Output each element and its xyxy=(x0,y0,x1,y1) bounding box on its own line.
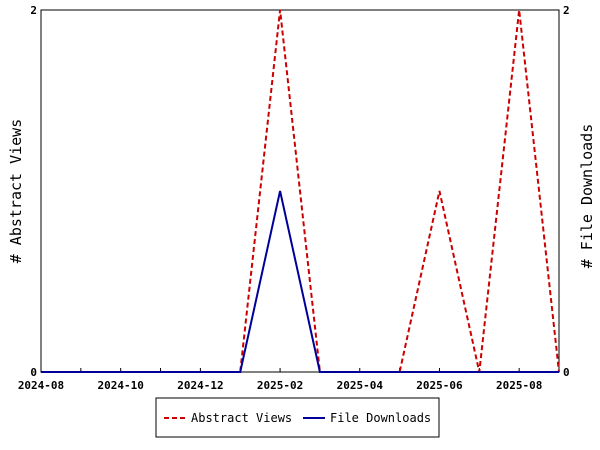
x-tick-label: 2024-10 xyxy=(98,379,144,392)
x-tick-label: 2025-04 xyxy=(337,379,384,392)
x-tick-label: 2025-06 xyxy=(416,379,463,392)
x-tick-label: 2025-08 xyxy=(496,379,542,392)
y-left-tick-label: 0 xyxy=(30,366,37,379)
series-lines xyxy=(41,9,560,373)
x-tick-label: 2024-08 xyxy=(18,379,64,392)
legend-label: File Downloads xyxy=(330,411,431,425)
y-axis-right-title: # File Downloads xyxy=(578,124,596,269)
y-right-tick-label: 0 xyxy=(563,366,570,379)
y-right-tick-label: 2 xyxy=(563,4,570,17)
series-line-file-downloads xyxy=(41,190,559,373)
legend-box xyxy=(155,397,440,438)
y-left-tick-label: 2 xyxy=(30,4,37,17)
x-tick-label: 2025-02 xyxy=(257,379,303,392)
legend-label: Abstract Views xyxy=(191,411,292,425)
series-line-abstract-views xyxy=(41,9,560,373)
y-axis-left-title: # Abstract Views xyxy=(7,119,25,264)
x-tick-label: 2024-12 xyxy=(177,379,223,392)
x-axis-ticks: 2024-08 2024-10 2024-12 2025-02 2025-04 2025-… xyxy=(18,368,560,392)
legend: Abstract Views File Downloads xyxy=(155,397,440,438)
y-axis-ticks: 0 2 0 2 xyxy=(30,4,569,379)
